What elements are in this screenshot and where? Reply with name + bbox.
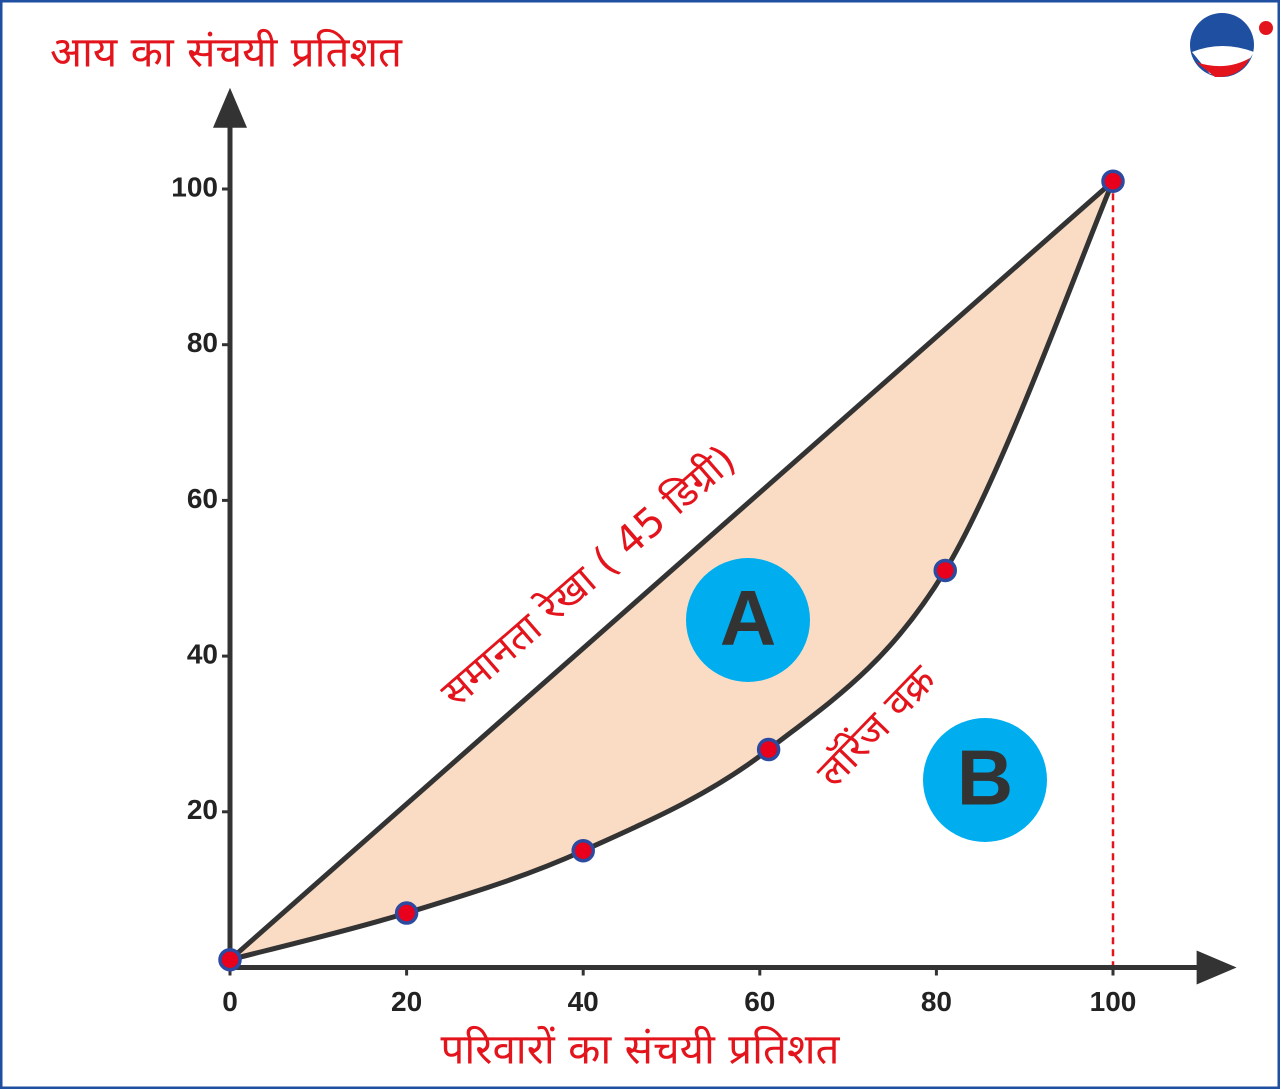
y-tick-label: 60 <box>187 483 218 514</box>
lorenz-point <box>394 901 419 925</box>
region-label: B <box>957 734 1013 822</box>
lorenz-point <box>571 838 595 863</box>
x-tick-label: 100 <box>1090 986 1137 1017</box>
y-axis-arrow <box>213 87 247 128</box>
region-label: A <box>720 574 776 662</box>
region-badge <box>923 718 1047 842</box>
x-tick-label: 20 <box>391 986 422 1017</box>
x-tick-label: 0 <box>222 986 238 1017</box>
y-tick-label: 40 <box>187 638 218 669</box>
y-tick-label: 80 <box>187 327 218 358</box>
lorenz-point <box>1101 169 1125 193</box>
lorenz-point <box>756 737 781 762</box>
logo <box>1190 13 1273 78</box>
lorenz-point <box>933 558 957 583</box>
y-tick-label: 100 <box>171 171 218 202</box>
x-tick-label: 60 <box>744 986 775 1017</box>
equality-line <box>228 179 1115 962</box>
x-axis-arrow <box>1196 950 1237 985</box>
x-tick-label: 80 <box>921 986 952 1017</box>
lorenz-point <box>218 947 242 972</box>
y-axis-label: आय का संचयी प्रतिशत <box>50 28 403 77</box>
region-badge <box>686 558 810 682</box>
x-axis-label: परिवारों का संचयी प्रतिशत <box>441 1025 841 1074</box>
y-tick-label: 20 <box>187 794 218 825</box>
x-tick-label: 40 <box>568 986 599 1017</box>
